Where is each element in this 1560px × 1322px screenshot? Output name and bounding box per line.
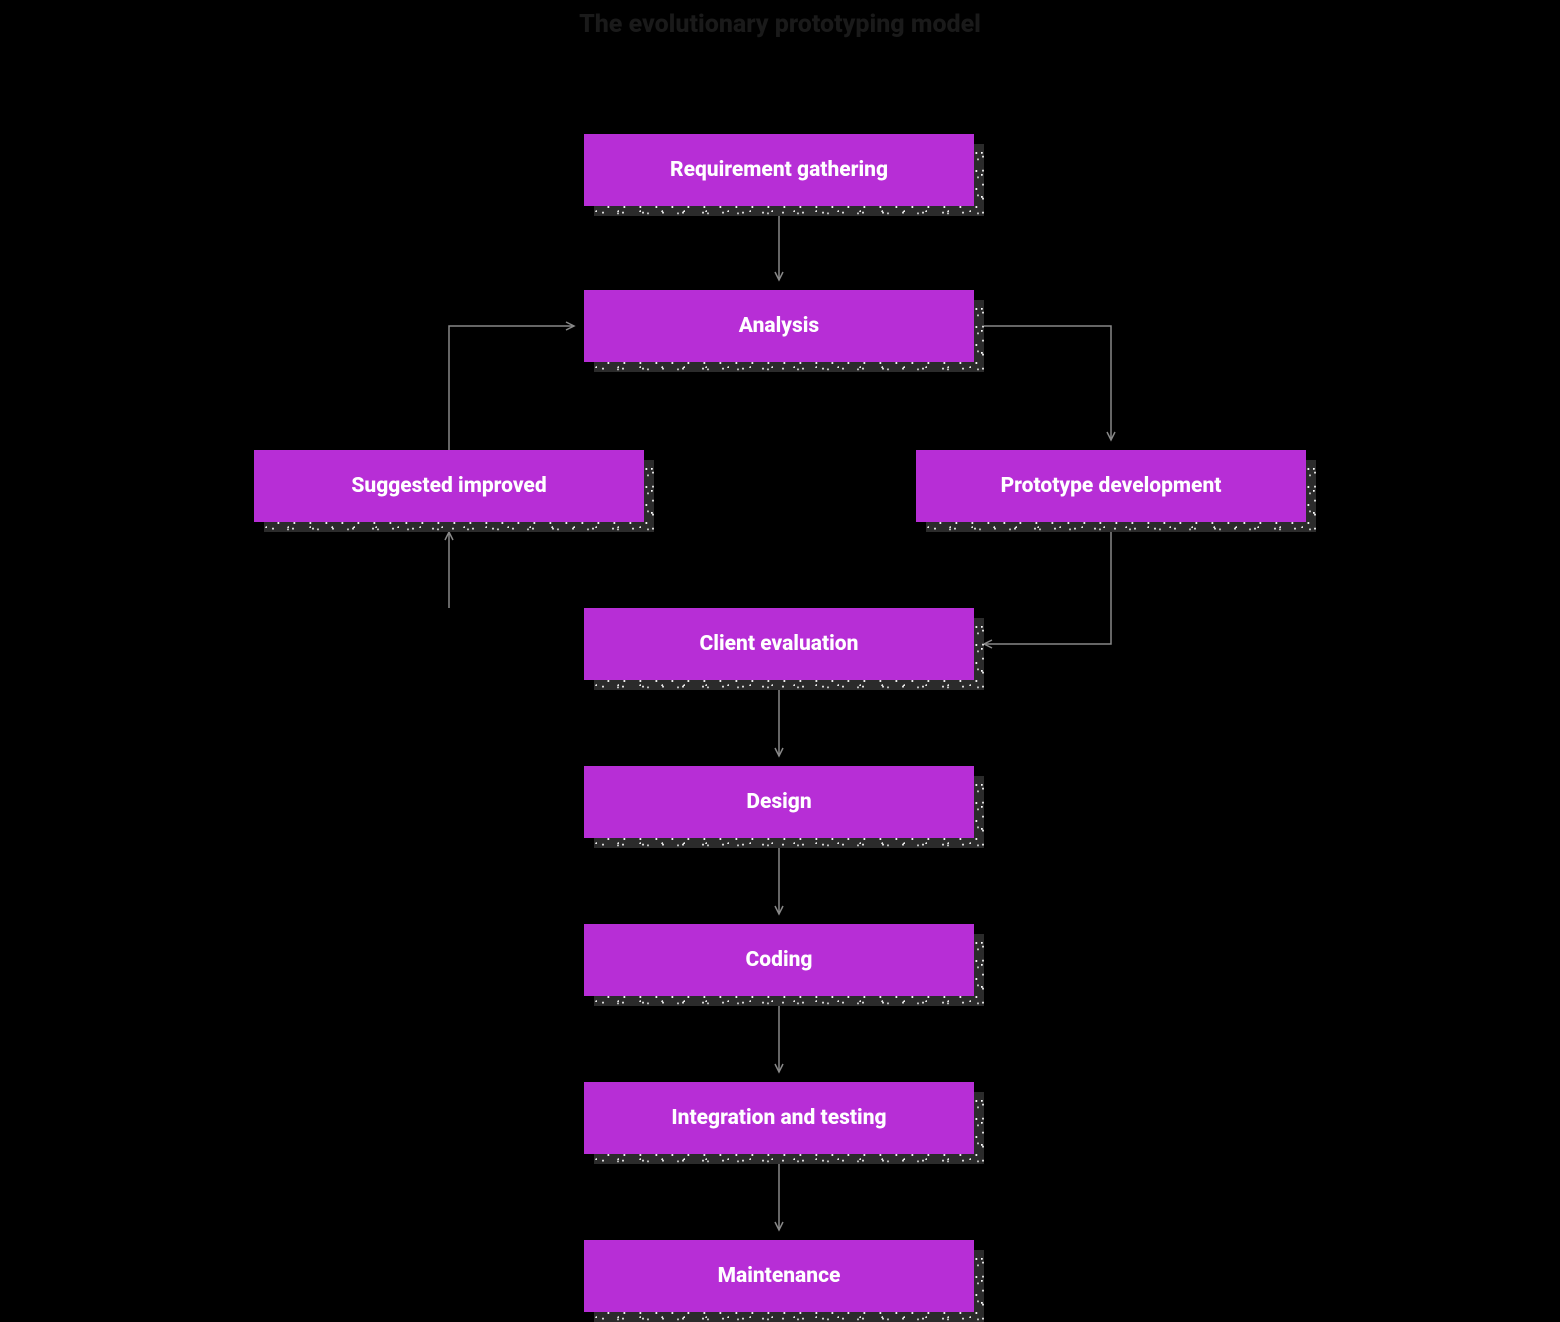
flow-node-maint: Maintenance [584,1240,974,1312]
node-label: Client evaluation [584,608,974,680]
flow-node-design: Design [584,766,974,838]
edge-suggested-to-analysis [449,326,574,450]
edge-analysis-to-proto [974,326,1111,440]
node-label: Integration and testing [584,1082,974,1154]
node-label: Coding [584,924,974,996]
diagram-canvas: The evolutionary prototyping model Requi… [0,0,1560,1309]
node-label: Prototype development [916,450,1306,522]
flow-node-test: Integration and testing [584,1082,974,1154]
node-label: Requirement gathering [584,134,974,206]
flow-node-client: Client evaluation [584,608,974,680]
edge-proto-to-client [984,532,1111,644]
node-label: Suggested improved [254,450,644,522]
flow-node-coding: Coding [584,924,974,996]
node-label: Maintenance [584,1240,974,1312]
flow-node-analysis: Analysis [584,290,974,362]
flow-node-req: Requirement gathering [584,134,974,206]
node-label: Design [584,766,974,838]
diagram-title: The evolutionary prototyping model [0,10,1560,39]
flow-node-proto: Prototype development [916,450,1306,522]
flow-node-suggested: Suggested improved [254,450,644,522]
node-label: Analysis [584,290,974,362]
